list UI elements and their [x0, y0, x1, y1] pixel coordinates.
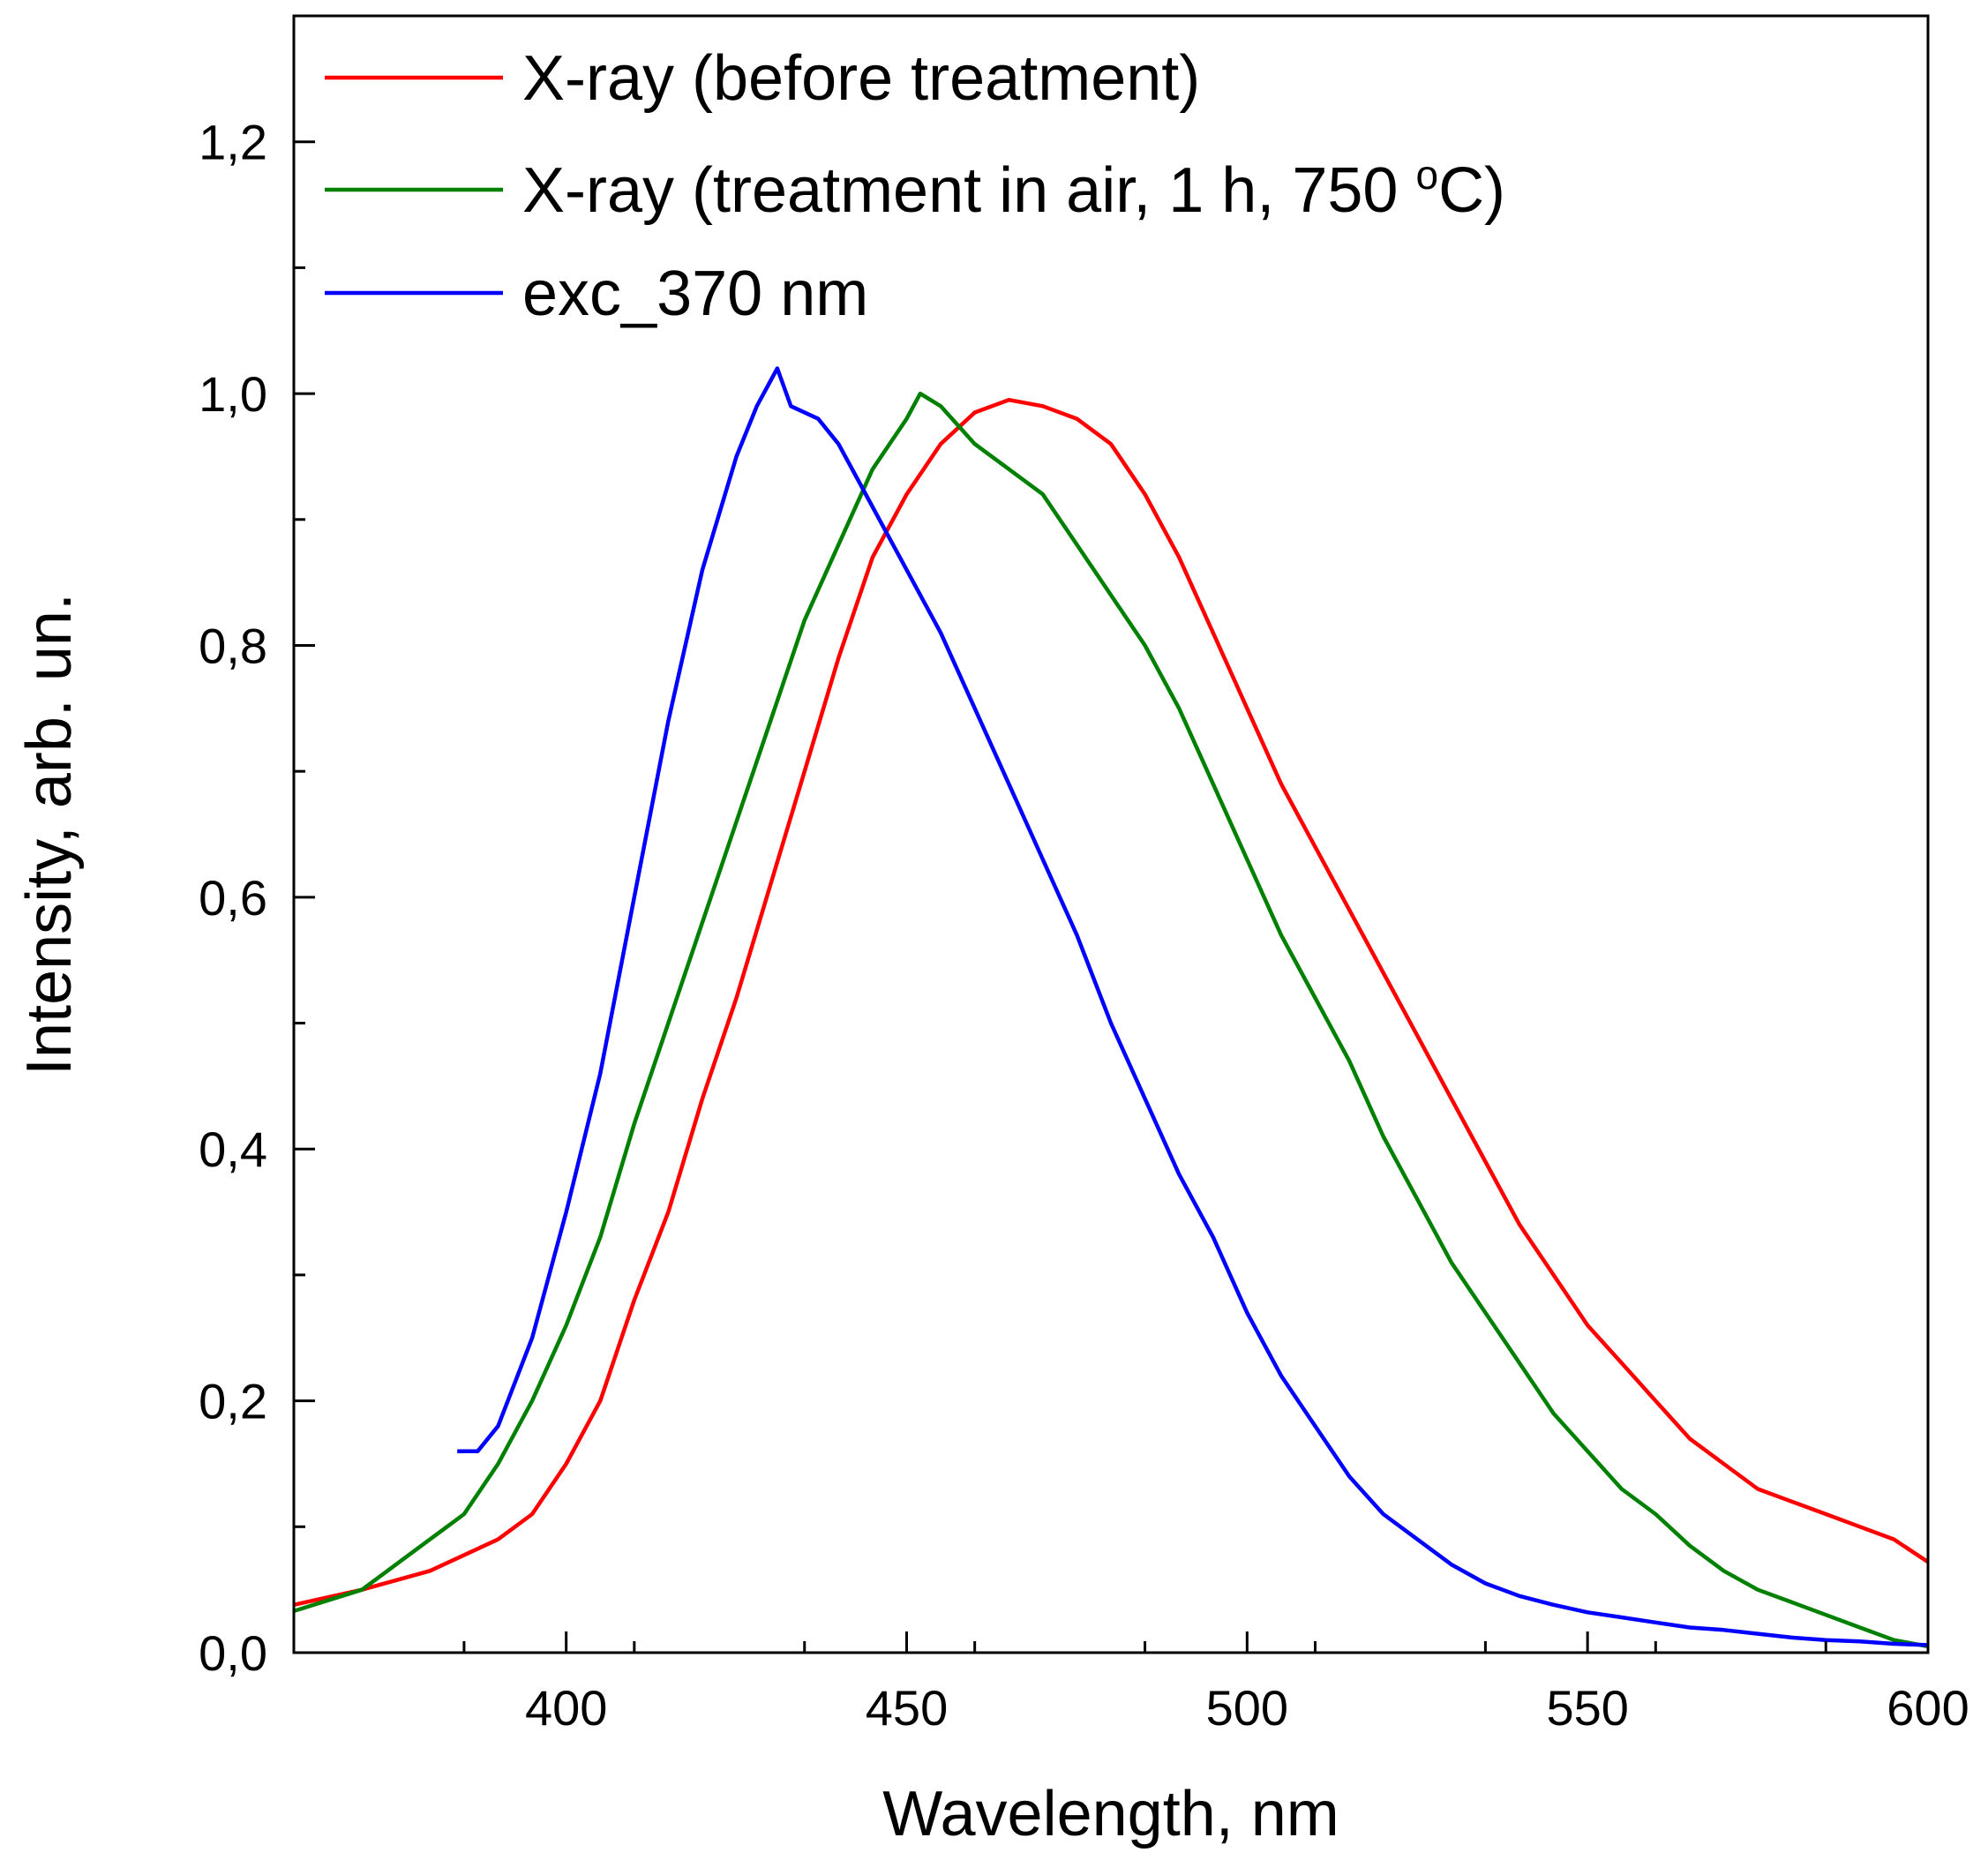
- series-layer: [293, 366, 1930, 1649]
- y-tick-label: 1,2: [199, 115, 267, 170]
- legend: X-ray (before treatment) X-ray (treatment…: [325, 43, 1505, 329]
- x-tick-label: 450: [866, 1680, 948, 1736]
- series-line-3: [457, 366, 1929, 1647]
- y-tick-label: 0,4: [199, 1121, 267, 1177]
- x-tick-label: 400: [525, 1680, 607, 1736]
- legend-label-1: X-ray (before treatment): [522, 43, 1200, 114]
- x-tick-label: 550: [1546, 1680, 1628, 1736]
- y-tick-label: 1,0: [199, 366, 267, 422]
- y-axis-label: Intensity, arb. un.: [14, 593, 85, 1076]
- x-tick-label: 500: [1206, 1680, 1288, 1736]
- legend-label-3: exc_370 nm: [522, 259, 868, 329]
- y-tick-label: 0,0: [199, 1625, 267, 1681]
- plot-frame: [292, 14, 1930, 1654]
- y-tick-label: 0,6: [199, 870, 267, 926]
- legend-label-2: X-ray (treatment in air, 1 h, 750 oC): [522, 152, 1505, 226]
- series-line-1: [293, 397, 1930, 1607]
- ticks-layer: 400 450 500 550 600 0,0 0,2 0,4 0,6 0,8 1,0 1,2: [199, 14, 1969, 1736]
- y-tick-label: 0,8: [199, 618, 267, 673]
- x-axis-label: Wavelength, nm: [882, 1779, 1339, 1849]
- x-tick-label: 600: [1887, 1680, 1969, 1736]
- series-line-2: [293, 391, 1929, 1649]
- y-tick-label: 0,2: [199, 1374, 267, 1429]
